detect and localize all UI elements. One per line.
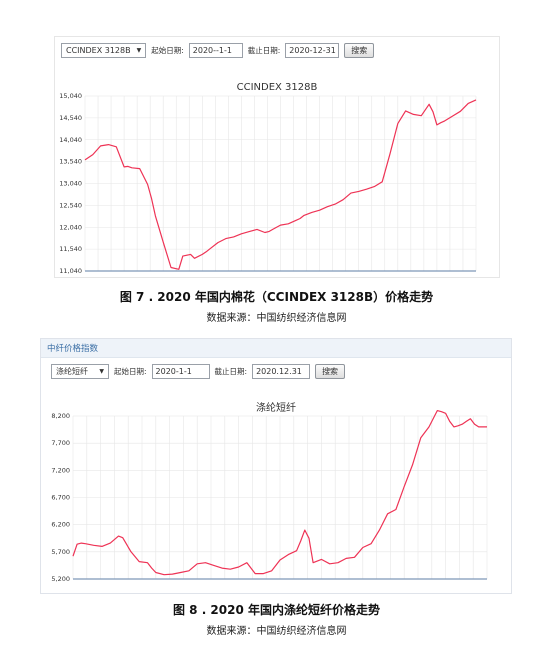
end-date-label: 截止日期:: [247, 46, 281, 55]
start-date-input[interactable]: 2020--1-1: [188, 43, 243, 58]
end-date-input[interactable]: 2020-12-31: [285, 43, 340, 58]
y-tick-label: 8,200: [51, 412, 70, 420]
series-line: [84, 99, 477, 270]
y-tick-label: 7,200: [51, 466, 70, 474]
figure-8-caption: 图 8 . 2020 年国内涤纶短纤价格走势: [172, 603, 381, 617]
index-select-value: CCINDEX 3128B: [66, 46, 131, 55]
cotton-line-chart: 11,040 11,540 12,040 12,540 13,040 13,540 14,0…: [59, 92, 477, 275]
cotton-toolbar: CCINDEX 3128B ▼ 起始日期: 2020--1-1 截止日期: 20…: [61, 43, 375, 58]
figure-7-caption: 图 7 . 2020 年国内棉花（CCINDEX 3128B）价格走势: [119, 290, 434, 304]
figure-8-source: 数据来源：中国纺织经济信息网: [206, 626, 347, 637]
y-tick-label: 11,540: [59, 245, 82, 253]
y-tick-label: 13,040: [59, 180, 82, 188]
y-tick-label: 5,700: [51, 548, 70, 556]
chevron-down-icon: ▼: [99, 368, 104, 375]
chart-title: CCINDEX 3128B: [236, 82, 318, 93]
panel-header: 中纤价格指数: [41, 339, 511, 358]
y-tick-label: 15,040: [59, 92, 82, 100]
y-tick-label: 12,040: [59, 223, 82, 231]
product-select-value: 涤纶短纤: [56, 367, 88, 376]
figure-7-source: 数据来源：中国纺织经济信息网: [206, 313, 347, 324]
start-date-input[interactable]: 2020-1-1: [151, 364, 210, 379]
y-tick-label: 7,700: [51, 439, 70, 447]
end-date-label: 截止日期:: [214, 367, 248, 376]
y-tick-label: 12,540: [59, 201, 82, 209]
chevron-down-icon: ▼: [136, 47, 142, 54]
y-tick-label: 11,040: [59, 267, 82, 275]
search-button[interactable]: 搜索: [315, 364, 346, 379]
index-select[interactable]: CCINDEX 3128B ▼: [61, 43, 147, 58]
polyester-line-chart: 5,200 5,700 6,200 6,700 7,200 7,700 8,200: [51, 409, 488, 583]
y-tick-label: 6,700: [51, 494, 70, 502]
product-select[interactable]: 涤纶短纤 ▼: [51, 364, 109, 379]
cotton-chart-panel: CCINDEX 3128B ▼ 起始日期: 2020--1-1 截止日期: 20…: [54, 36, 500, 278]
series-line: [72, 409, 487, 576]
start-date-label: 起始日期:: [114, 367, 147, 376]
y-tick-label: 14,540: [59, 114, 82, 122]
polyester-chart-panel: 中纤价格指数 涤纶短纤 ▼ 起始日期: 2020-1-1 截止日期: 2020.…: [40, 338, 512, 594]
start-date-label: 起始日期:: [151, 46, 184, 55]
polyester-toolbar: 涤纶短纤 ▼ 起始日期: 2020-1-1 截止日期: 2020.12.31 搜…: [51, 364, 346, 379]
y-tick-label: 14,040: [59, 136, 82, 144]
y-tick-label: 13,540: [59, 158, 82, 166]
y-tick-label: 6,200: [51, 521, 70, 529]
chart-title: 涤纶短纤: [256, 403, 296, 414]
end-date-input[interactable]: 2020.12.31: [252, 364, 311, 379]
y-tick-label: 5,200: [51, 575, 70, 583]
panel-header-title: 中纤价格指数: [47, 344, 99, 354]
search-button[interactable]: 搜索: [344, 43, 375, 58]
